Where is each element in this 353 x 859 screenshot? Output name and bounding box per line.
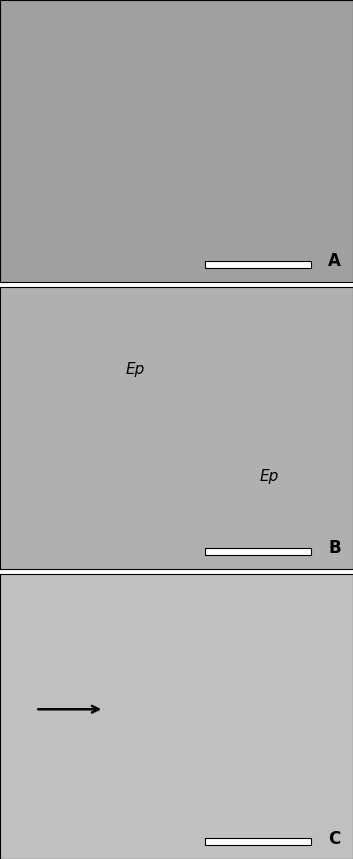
- Bar: [205, 261, 311, 268]
- Bar: [205, 838, 311, 844]
- Text: Ep: Ep: [125, 362, 145, 377]
- Text: Ep: Ep: [259, 469, 279, 484]
- Text: C: C: [328, 830, 341, 848]
- Text: A: A: [328, 253, 341, 271]
- Bar: [205, 548, 311, 555]
- Text: B: B: [328, 539, 341, 557]
